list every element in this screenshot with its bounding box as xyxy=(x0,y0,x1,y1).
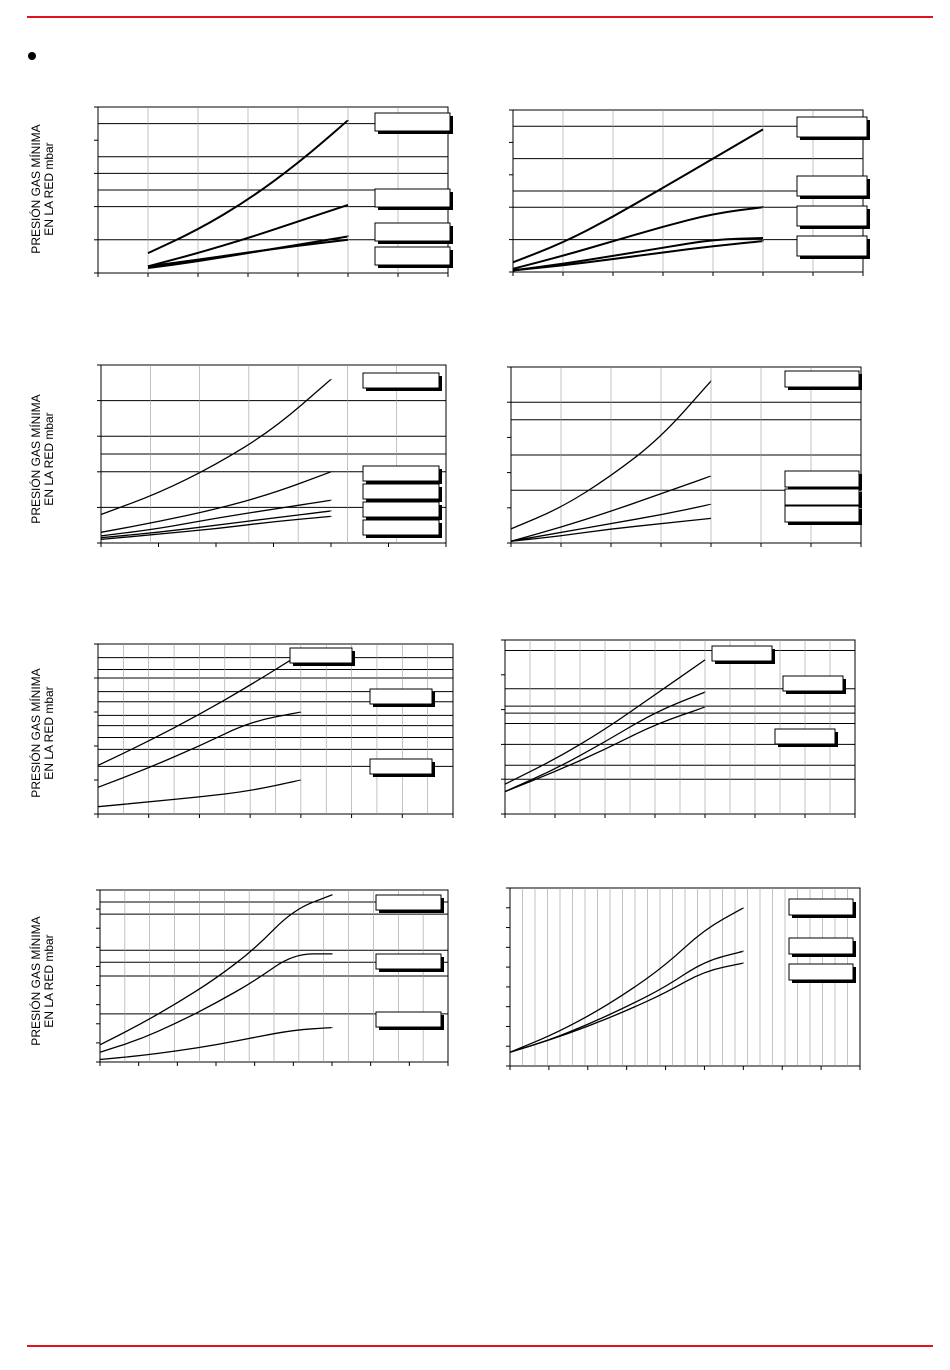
legend-box xyxy=(782,675,844,692)
series-line-1 xyxy=(100,378,332,516)
series-line-3 xyxy=(99,1026,333,1061)
legend-box xyxy=(788,963,854,981)
legend-box xyxy=(796,235,868,257)
chart-7 xyxy=(96,889,449,1066)
chart-2 xyxy=(509,109,870,276)
chart-1 xyxy=(94,106,453,277)
legend-box xyxy=(374,222,451,242)
chart-8 xyxy=(506,887,861,1070)
y-axis-label-line2: EN LA RED mbar xyxy=(42,686,56,780)
legend-box xyxy=(362,483,440,500)
series-line-3 xyxy=(504,706,706,793)
series-line-4 xyxy=(512,240,764,272)
series-line-2 xyxy=(100,471,332,533)
legend-box xyxy=(374,112,451,132)
legend-box xyxy=(375,1011,442,1028)
y-axis-label: PRESIÓN GAS MÍNIMA EN LA RED mbar xyxy=(29,379,56,539)
series-line-4 xyxy=(100,510,332,539)
legend-box xyxy=(362,465,440,482)
series-line-2 xyxy=(504,691,706,793)
series-line-1 xyxy=(147,119,349,255)
series-line-5 xyxy=(100,515,332,541)
top-red-rule xyxy=(27,16,933,18)
bullet-icon xyxy=(28,52,36,60)
legend-box xyxy=(369,688,433,705)
chart-6 xyxy=(501,639,856,818)
series-line-4 xyxy=(510,517,712,542)
legend-box xyxy=(784,505,860,523)
series-line-3 xyxy=(509,962,744,1053)
legend-box xyxy=(774,728,836,745)
y-axis-label-line2: EN LA RED mbar xyxy=(42,934,56,1028)
y-axis-label: PRESIÓN GAS MÍNIMA EN LA RED mbar xyxy=(29,109,56,269)
legend-box xyxy=(784,470,860,488)
chart-5 xyxy=(94,643,454,818)
y-axis-label-line2: EN LA RED mbar xyxy=(42,412,56,506)
legend-box xyxy=(784,370,860,388)
series-line-2 xyxy=(99,953,333,1053)
legend-box xyxy=(796,205,868,227)
series-line-3 xyxy=(510,503,712,542)
y-axis-label: PRESIÓN GAS MÍNIMA EN LA RED mbar xyxy=(29,653,56,813)
legend-box xyxy=(796,116,868,138)
series-line-4 xyxy=(147,238,349,268)
legend-box xyxy=(711,645,773,662)
bottom-red-rule xyxy=(27,1345,933,1347)
legend-box xyxy=(796,175,868,197)
series-line-2 xyxy=(147,203,349,268)
legend-box xyxy=(784,488,860,506)
legend-box xyxy=(788,937,854,955)
y-axis-label-line2: EN LA RED mbar xyxy=(42,142,56,236)
legend-box xyxy=(362,501,440,518)
series-line-1 xyxy=(512,128,764,264)
series-line-1 xyxy=(509,907,744,1053)
series-line-1 xyxy=(510,380,712,530)
legend-box xyxy=(289,647,353,664)
legend-box xyxy=(369,758,433,775)
legend-box xyxy=(362,372,440,389)
chart-4 xyxy=(507,366,862,547)
series-line-1 xyxy=(99,894,333,1046)
legend-box xyxy=(374,188,451,208)
legend-box xyxy=(375,953,442,970)
y-axis-label: PRESIÓN GAS MÍNIMA EN LA RED mbar xyxy=(29,901,56,1061)
legend-box xyxy=(788,898,854,916)
legend-box xyxy=(375,894,442,911)
series-line-2 xyxy=(512,206,764,270)
legend-box xyxy=(374,246,451,266)
series-line-1 xyxy=(97,653,302,766)
series-line-3 xyxy=(97,779,302,808)
series-line-1 xyxy=(504,659,706,785)
legend-box xyxy=(362,519,440,536)
series-line-2 xyxy=(97,711,302,788)
series-line-2 xyxy=(510,475,712,542)
series-line-3 xyxy=(100,499,332,537)
chart-3 xyxy=(97,364,447,547)
